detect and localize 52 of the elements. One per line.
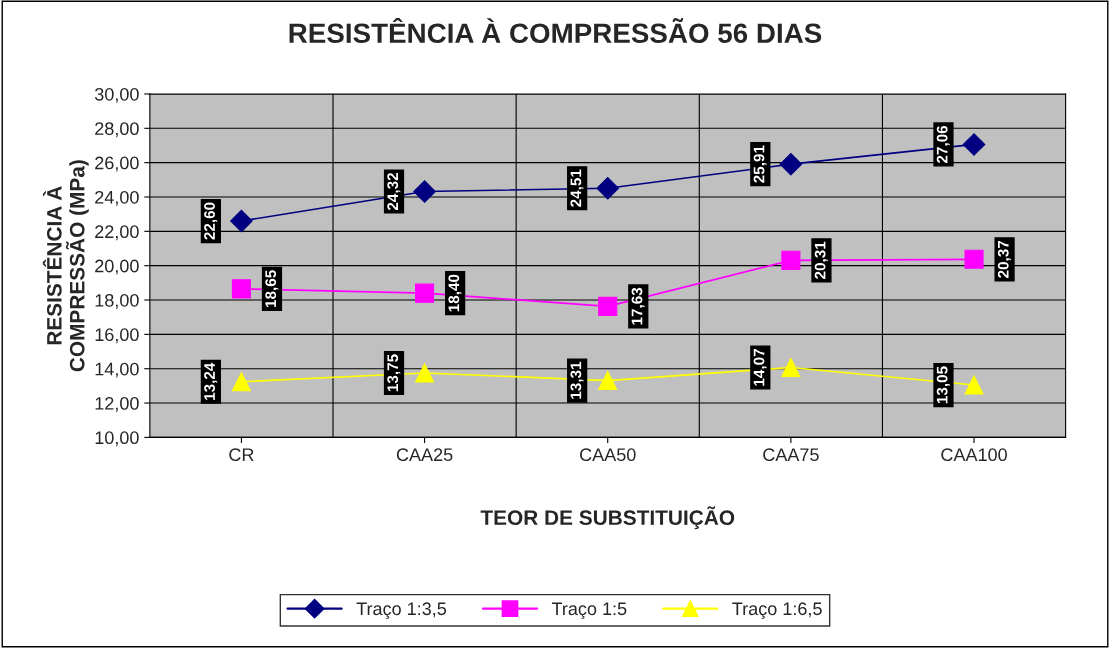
data-label: 20,31: [814, 241, 828, 279]
point: [231, 279, 251, 299]
data-label: 22,60: [204, 202, 218, 240]
legend-label: Traço 1:3,5: [356, 602, 447, 619]
point: [415, 283, 435, 303]
data-label: 25,91: [753, 145, 767, 183]
point: [964, 249, 984, 269]
point: [598, 371, 618, 391]
point: [231, 372, 251, 392]
y-tick-label: 30,00: [94, 87, 139, 103]
point: [781, 357, 801, 378]
point: [413, 180, 436, 203]
x-tick-label: CR: [229, 448, 254, 462]
point: [230, 209, 253, 233]
y-tick-label: 20,00: [95, 259, 139, 275]
data-label: 24,51: [570, 169, 584, 207]
point: [779, 152, 803, 176]
chart-title: RESISTÊNCIA À COMPRESSÃO 56 DIAS: [289, 17, 822, 44]
x-axis-title: TEOR DE SUBSTITUIÇÃO: [480, 506, 735, 530]
x-tick-label: CAA75: [763, 448, 819, 462]
data-label: 18,65: [265, 270, 279, 308]
data-label: 17,63: [631, 287, 645, 325]
data-label: 13,05: [936, 366, 950, 404]
data-label: 13,75: [387, 354, 401, 392]
y-tick-label: 14,00: [95, 362, 139, 378]
y-tick-label: 12,00: [95, 396, 139, 412]
point: [962, 133, 986, 156]
data-label: 18,40: [448, 274, 462, 312]
point: [598, 296, 618, 316]
y-tick-label: 26,00: [95, 156, 139, 172]
data-label: 13,24: [204, 362, 218, 400]
y-tick-label: 10,00: [95, 431, 139, 447]
legend-label: Traço 1:5: [551, 602, 627, 619]
data-label: 13,31: [570, 361, 584, 399]
x-tick-label: CAA50: [580, 448, 636, 462]
legend-label: Traço 1:6,5: [732, 602, 822, 619]
y-axis-title: RESISTÊNCIA À COMPRESSÃO (MPa): [42, 160, 89, 372]
data-label: 27,06: [936, 125, 950, 164]
point: [415, 363, 435, 383]
y-tick-label: 16,00: [95, 328, 139, 344]
data-label: 24,32: [387, 172, 401, 211]
y-tick-label: 28,00: [95, 122, 139, 138]
point: [596, 176, 620, 200]
point: [964, 375, 984, 395]
data-label: 14,07: [753, 349, 767, 386]
y-tick-label: 24,00: [95, 190, 139, 206]
point: [781, 250, 801, 270]
y-tick-label: 22,00: [95, 225, 139, 241]
data-label: 20,37: [997, 240, 1011, 278]
y-tick-label: 18,00: [95, 293, 139, 309]
x-tick-label: CAA100: [941, 448, 1007, 462]
x-tick-label: CAA25: [396, 448, 453, 462]
